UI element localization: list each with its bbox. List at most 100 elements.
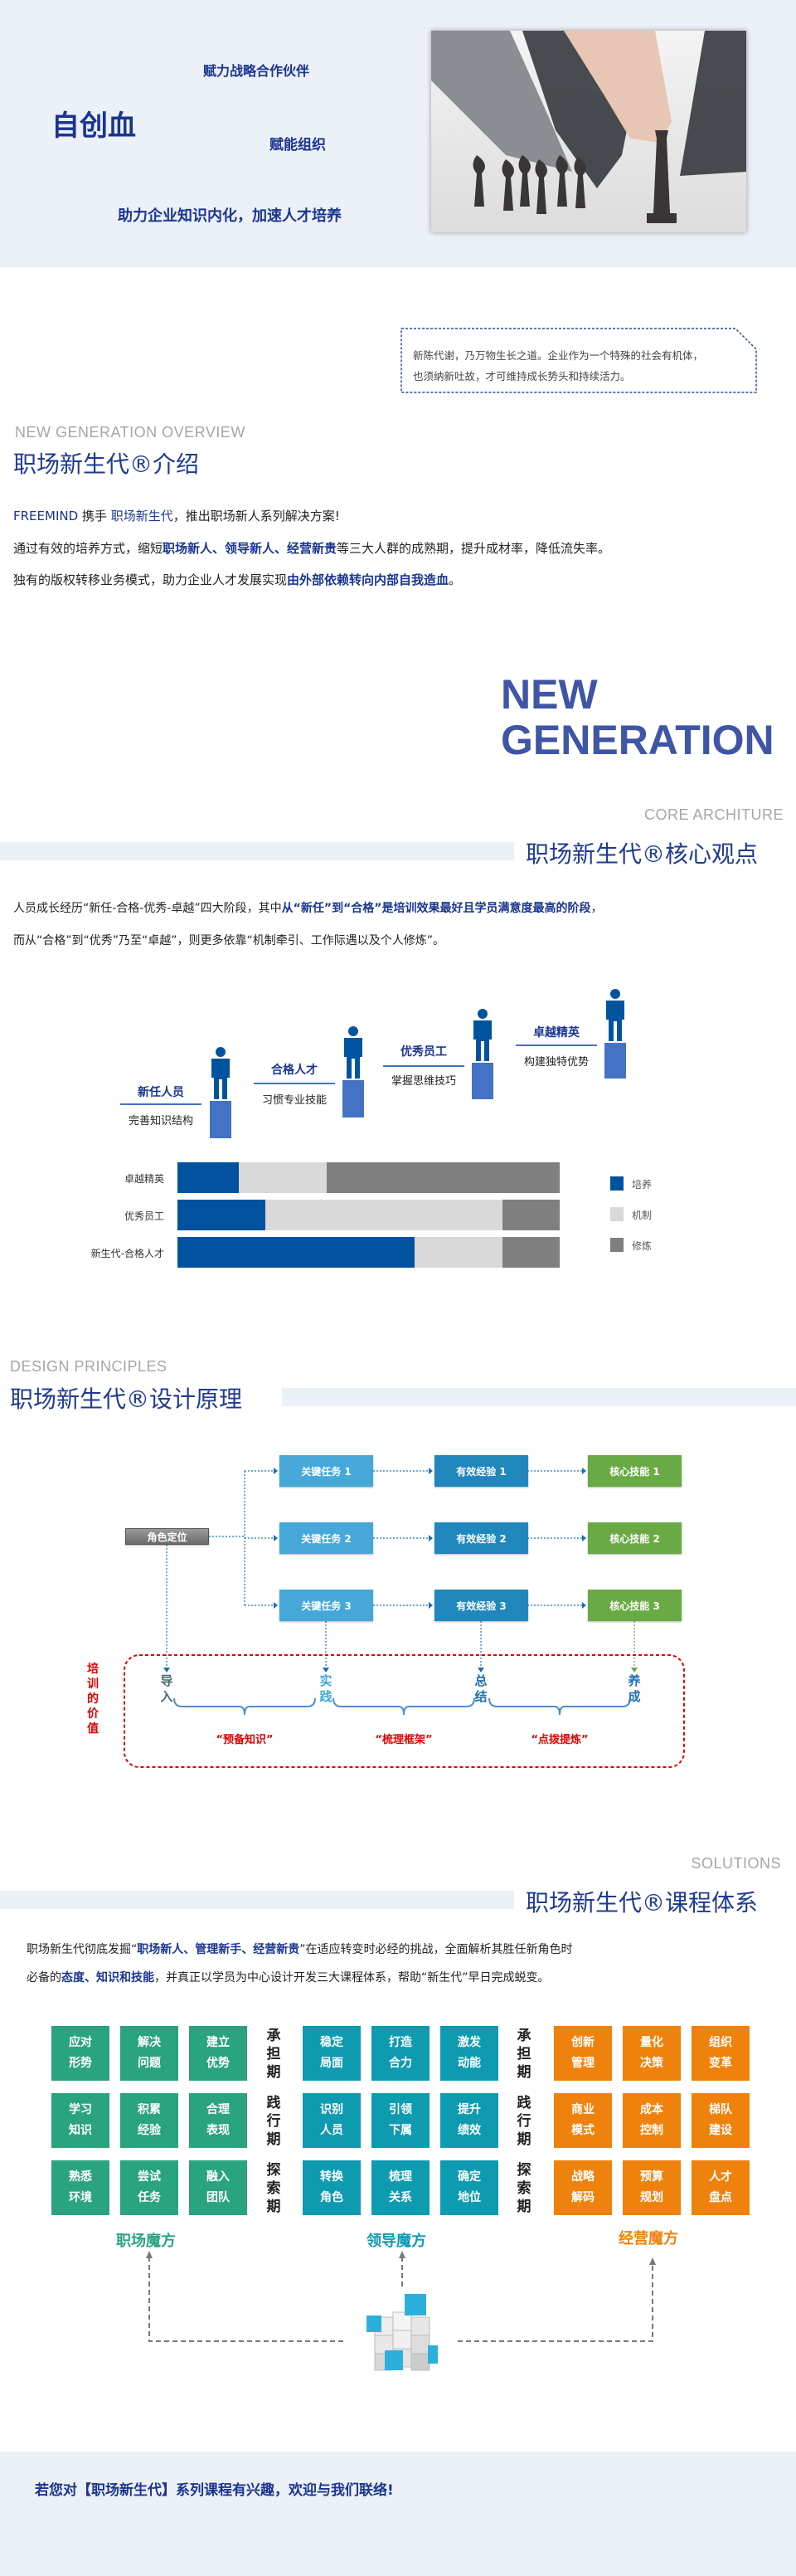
- bar-segment-机制: [265, 1200, 502, 1230]
- course-tile[interactable]: 人才 盘点: [692, 2160, 750, 2215]
- text: ”在适应转变时必经的挑战，全面解析其胜任新角色时: [299, 1943, 573, 1956]
- course-tile[interactable]: 引领 下属: [371, 2093, 430, 2148]
- stage-pedestal: [342, 1080, 364, 1118]
- quote-line-2: 也须纳新吐故，才可维持成长势头和持续活力。: [413, 370, 631, 382]
- legend-label: 机制: [632, 1210, 653, 1221]
- course-tile[interactable]: 梳理 关系: [371, 2160, 430, 2215]
- design-en-title: DESIGN PRINCIPLES: [10, 1358, 167, 1375]
- phase-label: 承担期: [517, 2028, 531, 2081]
- cube-connectors: [146, 2251, 656, 2342]
- bar-segment-修炼: [502, 1237, 560, 1268]
- legend-swatch: [610, 1176, 624, 1191]
- step-label: 总结: [474, 1673, 488, 1704]
- course-tile[interactable]: 解决 问题: [120, 2026, 178, 2081]
- course-tile[interactable]: 稳定 局面: [303, 2026, 361, 2081]
- stage-divider: [383, 1065, 464, 1067]
- stage-subtitle: 掌握思维技巧: [391, 1075, 456, 1088]
- text: 通过有效的培养方式，缩短: [13, 541, 163, 556]
- headline-line-1: NEW: [501, 671, 598, 718]
- bar-segment-培养: [177, 1200, 266, 1230]
- hero-brand: 自创血: [51, 110, 136, 143]
- course-tile[interactable]: 转换 角色: [303, 2160, 361, 2215]
- legend-label: 修炼: [632, 1240, 653, 1252]
- section-band: [282, 1388, 796, 1406]
- phase-label: 探索期: [266, 2162, 281, 2215]
- stage-title: 新任人员: [138, 1086, 184, 1099]
- course-tile[interactable]: 战略 解码: [554, 2160, 612, 2215]
- course-tile[interactable]: 尝试 任务: [120, 2160, 178, 2215]
- stage-subtitle: 构建独特优势: [523, 1056, 589, 1069]
- course-tile[interactable]: 预算 规划: [623, 2160, 681, 2215]
- stage-subtitle: 习惯专业技能: [261, 1094, 327, 1107]
- course-tile[interactable]: 熟悉 环境: [51, 2160, 109, 2215]
- core-paragraph-2: 而从“合格”到“优秀”乃至“卓越”，则更多依靠“机制牵引、工作际遇以及个人修炼”…: [13, 934, 445, 947]
- course-tile[interactable]: 融入 团队: [189, 2160, 247, 2215]
- training-value-label: 培训的价值: [87, 1663, 99, 1736]
- person-icon: [604, 988, 626, 1041]
- overview-paragraph-3: 独有的版权转移业务模式，助力企业人才发展实现由外部依赖转向内部自我造血。: [13, 571, 461, 588]
- course-tile[interactable]: 提升 绩效: [440, 2093, 498, 2148]
- text: 职场新生代彻底发掘“: [27, 1943, 138, 1956]
- course-tile[interactable]: 成本 控制: [623, 2093, 681, 2148]
- flow-box: 关键任务 2: [279, 1522, 373, 1554]
- group-caption: 领导魔方: [366, 2233, 426, 2250]
- bar-category-label: 卓越精英: [124, 1173, 164, 1185]
- course-tile[interactable]: 建立 优势: [189, 2026, 247, 2081]
- step-label: 实践: [319, 1673, 332, 1704]
- product-name: 职场新生代: [110, 509, 173, 523]
- section-band: [0, 842, 514, 860]
- hero-slogan-1: 赋力战略合作伙伴: [203, 63, 310, 79]
- course-tile[interactable]: 梯队 建设: [692, 2093, 750, 2148]
- course-tile[interactable]: 打造 合力: [371, 2026, 430, 2081]
- course-tile[interactable]: 识别 人员: [303, 2093, 361, 2148]
- solutions-paragraph-2: 必备的态度、知识和技能，并真正以学员为中心设计开发三大课程体系，帮助“新生代”早…: [27, 1969, 550, 1985]
- stage-pedestal: [472, 1063, 493, 1099]
- flow-box: 核心技能 1: [588, 1455, 682, 1487]
- step-label: 导入: [160, 1673, 173, 1704]
- course-tile[interactable]: 合理 表现: [189, 2093, 247, 2148]
- role-positioning-box: 角色定位: [125, 1528, 209, 1545]
- brace-label: “点拨提炼”: [531, 1734, 589, 1746]
- course-tile[interactable]: 组织 变革: [692, 2026, 750, 2081]
- highlight: 态度、知识和技能: [61, 1971, 154, 1984]
- new-generation-headline: NEW GENERATION: [501, 672, 774, 763]
- brace-label: “预备知识”: [216, 1734, 274, 1746]
- stage-divider: [254, 1083, 335, 1084]
- person-icon: [342, 1025, 364, 1079]
- flow-connectors: [124, 1468, 685, 1768]
- course-tile[interactable]: 商业 模式: [554, 2093, 612, 2148]
- text: 必备的: [27, 1971, 61, 1984]
- headline-line-2: GENERATION: [501, 717, 774, 763]
- stage-divider: [516, 1045, 597, 1046]
- solutions-en-title: SOLUTIONS: [691, 1855, 781, 1872]
- section-band: [0, 1891, 514, 1909]
- course-tile[interactable]: 学习 知识: [51, 2093, 109, 2148]
- flow-box: 核心技能 2: [588, 1522, 682, 1554]
- overview-paragraph-1: FREEMIND 携手 职场新生代，推出职场新人系列解决方案!: [13, 507, 340, 524]
- hero-slogan-2: 赋能组织: [269, 137, 326, 153]
- solutions-paragraph-1: 职场新生代彻底发掘“职场新人、管理新手、经营新贵”在适应转变时必经的挑战，全面解…: [27, 1941, 573, 1957]
- phase-label: 践行期: [266, 2095, 281, 2148]
- course-tile[interactable]: 创新 管理: [554, 2026, 612, 2081]
- group-caption: 职场魔方: [116, 2233, 176, 2250]
- course-tile[interactable]: 激发 动能: [440, 2026, 498, 2081]
- legend-swatch: [610, 1207, 624, 1221]
- quote-dashed-frame: [400, 328, 757, 393]
- overview-paragraph-2: 通过有效的培养方式，缩短职场新人、领导新人、经营新贵等三大人群的成熟期，提升成材…: [13, 539, 610, 557]
- text: ，并真正以学员为中心设计开发三大课程体系，帮助“新生代”早日完成蜕变。: [154, 1971, 550, 1984]
- course-tile[interactable]: 确定 地位: [440, 2160, 498, 2215]
- flow-box: 关键任务 3: [279, 1590, 373, 1621]
- stage-pedestal: [210, 1101, 231, 1138]
- person-icon: [472, 1008, 493, 1061]
- course-tile[interactable]: 应对 形势: [51, 2026, 109, 2081]
- course-tile[interactable]: 积累 经验: [120, 2093, 178, 2148]
- overview-title: 职场新生代®介绍: [13, 450, 200, 478]
- course-tile[interactable]: 量化 决策: [623, 2026, 681, 2081]
- core-en-title: CORE ARCHITURE: [643, 806, 784, 823]
- text: ，推出职场新人系列解决方案!: [172, 509, 340, 523]
- magic-cube-icon: [366, 2294, 438, 2371]
- phase-label: 践行期: [517, 2095, 531, 2148]
- text: ，: [590, 902, 603, 915]
- phase-label: 承担期: [266, 2028, 281, 2081]
- contact-cta[interactable]: 若您对【职场新生代】系列课程有兴趣，欢迎与我们联络!: [35, 2482, 394, 2499]
